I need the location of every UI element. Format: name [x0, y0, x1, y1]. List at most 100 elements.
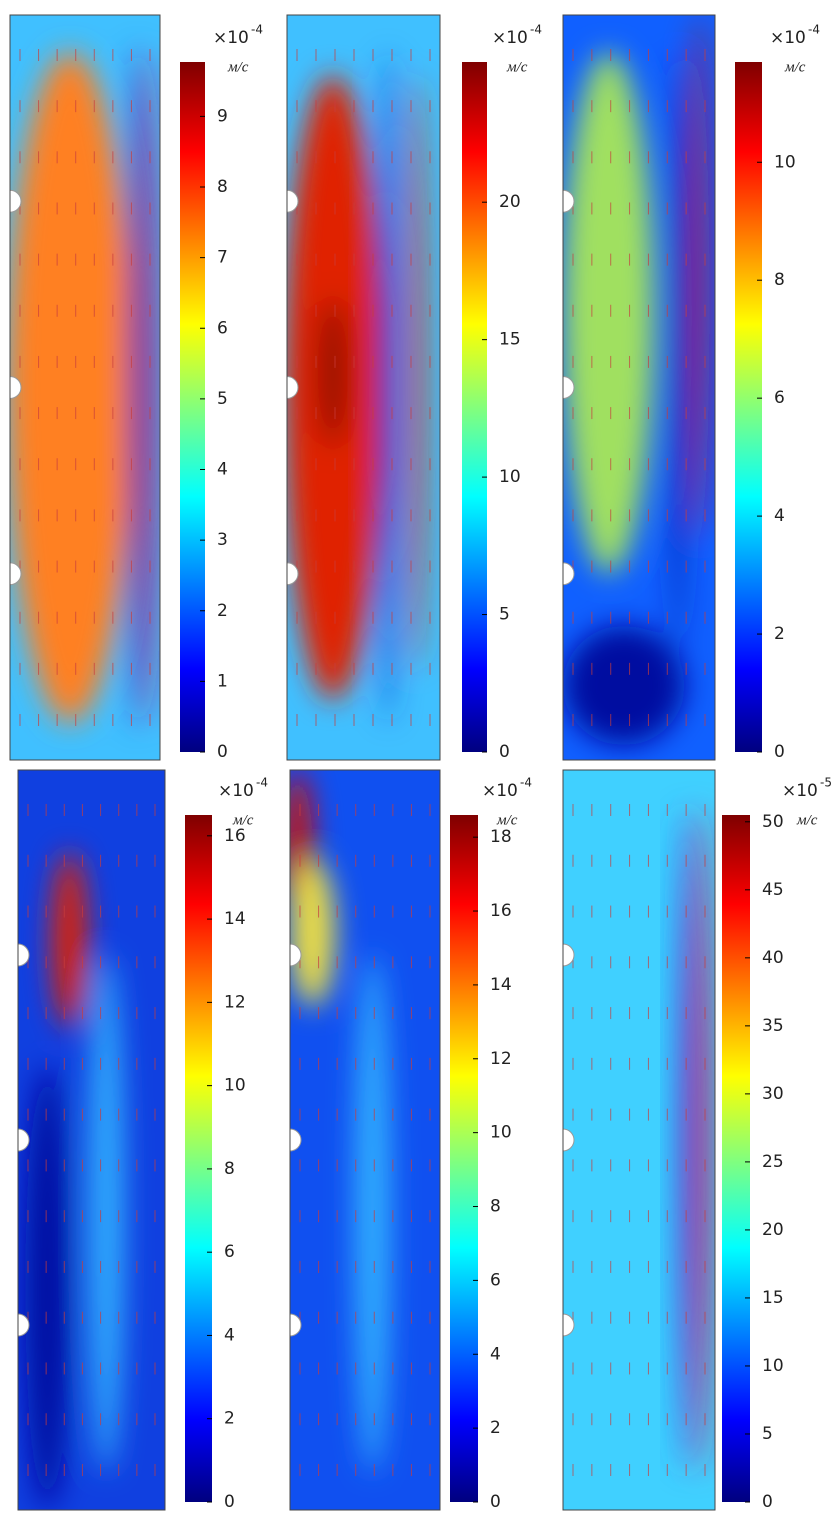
tick-label: 0: [224, 1492, 235, 1512]
velocity-field: [287, 15, 440, 760]
scale-exponent: -4: [251, 23, 263, 37]
inlet: [289, 943, 302, 967]
inlet: [286, 189, 299, 213]
field-blob: [128, 44, 144, 731]
panel: 0 5 10 15 20 ×10 -4 м/с: [286, 14, 542, 762]
field-blob: [51, 851, 88, 1029]
inlet: [286, 375, 299, 400]
tick-label: 15: [499, 330, 521, 350]
tick-label: 40: [762, 948, 784, 968]
tick-label: 10: [499, 467, 521, 487]
tick-label: 14: [224, 909, 246, 929]
inlet: [562, 189, 575, 213]
inlet: [17, 943, 30, 967]
inlet: [289, 1313, 302, 1337]
unit-label: м/с: [232, 812, 254, 828]
field-blobs: [563, 15, 708, 746]
scale-label: ×10: [482, 781, 518, 801]
field-border: [286, 14, 441, 761]
field-border: [17, 769, 166, 1511]
tick-label: 10: [774, 152, 796, 172]
tick-label: 2: [490, 1418, 501, 1438]
field-blob: [692, 15, 708, 537]
panel: 0 1 2 3 4 5 6 7 8 9 ×10 -4 м/с: [9, 14, 263, 762]
tick-label: 30: [762, 1084, 784, 1104]
scale-label: ×10: [218, 781, 254, 801]
inlet: [286, 562, 299, 586]
tick-label: 2: [774, 624, 785, 644]
tick-label: 25: [762, 1152, 784, 1172]
tick-label: 1: [217, 671, 228, 691]
inlet: [562, 375, 575, 400]
field-border: [289, 769, 441, 1511]
inlet: [9, 189, 22, 213]
inlet: [562, 943, 575, 967]
panel: 0 2 4 6 8 10 ×10 -4 м/с: [562, 14, 820, 762]
unit-label: м/с: [227, 59, 249, 75]
tick-label: 2: [217, 601, 228, 621]
field-blob: [380, 52, 396, 723]
field-blob: [563, 625, 685, 746]
panel: 0 5 10 15 20 25 30 35 40 45 50 ×10 -5 м/с: [562, 769, 832, 1512]
scale-label: ×10: [492, 28, 528, 48]
inlet: [562, 1313, 575, 1337]
unit-label: м/с: [784, 59, 806, 75]
tick-label: 0: [762, 1492, 773, 1512]
scale-exponent: -4: [256, 776, 268, 790]
field-blobs: [287, 52, 425, 723]
inlet: [17, 1313, 30, 1337]
velocity-field: [563, 770, 715, 1510]
tick-label: 4: [774, 506, 785, 526]
field-border: [562, 14, 716, 761]
field-blob: [677, 807, 693, 1473]
tick-label: 8: [217, 177, 228, 197]
colorbar: [185, 815, 212, 1502]
tick-label: 2: [224, 1409, 235, 1429]
tick-label: 16: [490, 901, 512, 921]
field-blobs: [10, 44, 157, 731]
field-border: [9, 14, 161, 761]
tick-label: 8: [490, 1197, 501, 1217]
scale-exponent: -4: [808, 23, 820, 37]
tick-label: 5: [217, 389, 228, 409]
tick-label: 16: [224, 826, 246, 846]
field-border: [562, 769, 716, 1511]
tick-label: 14: [490, 975, 512, 995]
scale-exponent: -5: [820, 776, 832, 790]
tick-label: 7: [217, 248, 228, 268]
tick-label: 5: [499, 605, 510, 625]
colorbar: [722, 815, 750, 1502]
panel: 0 2 4 6 8 10 12 14 16 18 ×10 -4 м/с: [289, 769, 532, 1512]
scale-label: ×10: [782, 781, 818, 801]
tick-label: 0: [499, 742, 510, 762]
tick-label: 50: [762, 812, 784, 832]
field-blob: [695, 807, 711, 1473]
tick-label: 3: [217, 530, 228, 550]
field-blobs: [677, 807, 711, 1473]
field-blob: [25, 1066, 70, 1510]
tick-label: 9: [217, 106, 228, 126]
colorbar: [450, 815, 478, 1502]
field-blob: [563, 52, 655, 574]
field-blobs: [25, 851, 124, 1510]
tick-label: 10: [490, 1123, 512, 1143]
colorbar: [180, 62, 205, 752]
tick-label: 12: [490, 1049, 512, 1069]
tick-label: 10: [224, 1076, 246, 1096]
tick-label: 6: [224, 1242, 235, 1262]
inlet: [9, 562, 22, 586]
inlet: [562, 562, 575, 586]
tick-label: 10: [762, 1356, 784, 1376]
velocity-field: [563, 15, 715, 760]
tick-label: 5: [762, 1424, 773, 1444]
inlet: [562, 1128, 575, 1152]
field-blobs: [290, 770, 391, 1473]
field-blob: [290, 858, 335, 1007]
velocity-field: [10, 15, 160, 760]
scale-exponent: -4: [520, 776, 532, 790]
tick-label: 35: [762, 1016, 784, 1036]
panel: 0 2 4 6 8 10 12 14 16 ×10 -4 м/с: [17, 769, 268, 1512]
colorbar: [735, 62, 762, 752]
